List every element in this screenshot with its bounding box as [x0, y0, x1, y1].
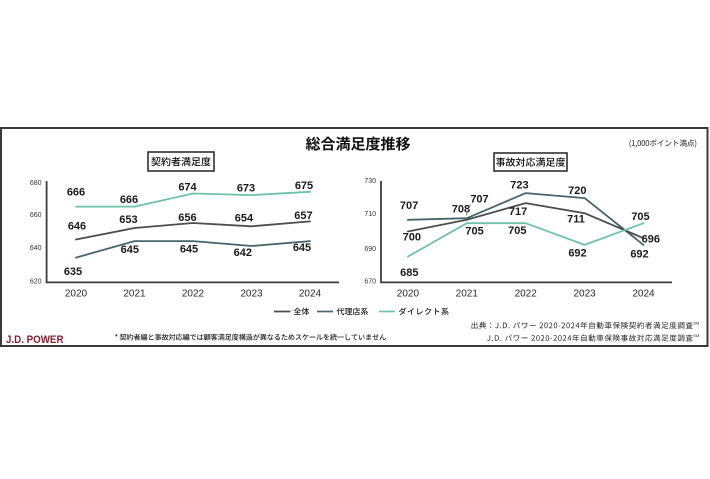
- svg-text:642: 642: [234, 247, 252, 259]
- svg-text:707: 707: [400, 200, 418, 212]
- svg-text:708: 708: [452, 204, 470, 216]
- svg-text:620: 620: [30, 278, 42, 285]
- svg-text:700: 700: [403, 232, 421, 244]
- svg-text:717: 717: [509, 206, 527, 218]
- svg-text:670: 670: [364, 278, 376, 285]
- svg-text:730: 730: [364, 178, 376, 185]
- svg-text:SM: SM: [693, 333, 699, 338]
- svg-text:660: 660: [30, 212, 42, 219]
- svg-text:696: 696: [642, 234, 660, 246]
- svg-text:723: 723: [510, 179, 528, 191]
- svg-text:705: 705: [631, 211, 649, 223]
- svg-text:666: 666: [67, 186, 85, 198]
- svg-text:SM: SM: [693, 321, 699, 326]
- svg-text:705: 705: [465, 226, 483, 238]
- svg-text:2023: 2023: [573, 289, 596, 300]
- svg-text:710: 710: [364, 211, 376, 218]
- svg-text:2020: 2020: [65, 289, 88, 300]
- svg-text:653: 653: [119, 214, 137, 226]
- svg-text:2024: 2024: [632, 289, 655, 300]
- svg-text:645: 645: [121, 244, 139, 256]
- svg-text:720: 720: [568, 185, 586, 197]
- svg-text:692: 692: [568, 247, 586, 259]
- svg-text:690: 690: [364, 246, 376, 253]
- svg-text:673: 673: [237, 183, 255, 195]
- svg-text:2021: 2021: [123, 289, 146, 300]
- svg-text:705: 705: [508, 225, 526, 237]
- svg-text:680: 680: [30, 180, 42, 187]
- svg-text:707: 707: [470, 194, 488, 206]
- svg-text:645: 645: [293, 242, 311, 254]
- svg-text:657: 657: [294, 210, 312, 222]
- svg-text:711: 711: [567, 214, 585, 226]
- svg-text:666: 666: [120, 194, 138, 206]
- svg-text:654: 654: [235, 212, 254, 224]
- svg-text:646: 646: [68, 220, 86, 232]
- svg-text:656: 656: [178, 212, 196, 224]
- svg-text:2022: 2022: [515, 289, 538, 300]
- svg-text:J.D. POWER: J.D. POWER: [6, 334, 64, 346]
- svg-text:645: 645: [180, 244, 198, 256]
- svg-text:640: 640: [30, 245, 42, 252]
- svg-text:685: 685: [400, 267, 418, 279]
- svg-text:2022: 2022: [182, 289, 205, 300]
- svg-text:2021: 2021: [456, 289, 479, 300]
- svg-text:2024: 2024: [299, 289, 322, 300]
- svg-text:692: 692: [630, 249, 648, 261]
- svg-text:2023: 2023: [240, 289, 263, 300]
- svg-text:675: 675: [295, 180, 313, 192]
- svg-text:2020: 2020: [397, 289, 420, 300]
- svg-text:674: 674: [178, 181, 197, 193]
- svg-text:635: 635: [64, 266, 82, 278]
